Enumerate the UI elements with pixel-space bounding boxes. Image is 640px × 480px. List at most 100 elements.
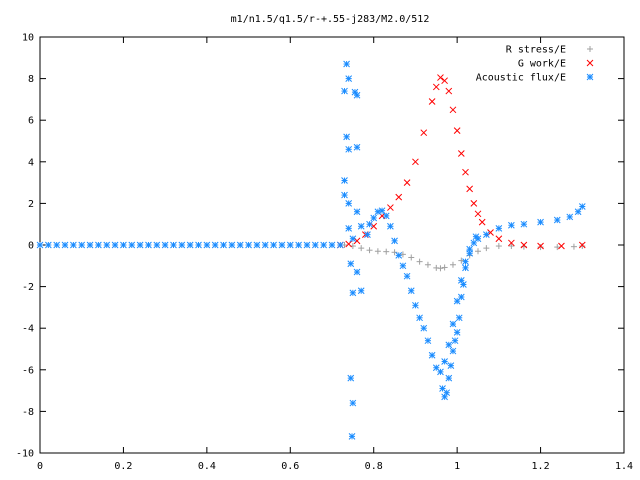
data-point	[128, 241, 136, 249]
y-tick-label: -8	[22, 407, 34, 418]
data-point	[345, 240, 353, 248]
data-point	[86, 241, 94, 249]
y-tick-label: -4	[22, 324, 34, 335]
data-point	[53, 241, 61, 249]
data-point	[420, 129, 428, 137]
data-point	[395, 252, 403, 259]
data-point	[161, 241, 169, 249]
data-point	[320, 241, 328, 249]
y-tick-label: -6	[22, 365, 34, 376]
data-point	[424, 337, 432, 345]
data-point	[383, 248, 390, 255]
data-point	[228, 241, 236, 249]
data-point	[336, 241, 344, 249]
data-point	[61, 241, 69, 249]
data-point	[483, 245, 490, 252]
data-point	[447, 362, 455, 369]
data-point	[341, 191, 348, 199]
data-point	[437, 368, 444, 376]
data-point	[286, 241, 294, 249]
data-point	[424, 261, 431, 268]
data-point	[457, 150, 465, 157]
data-point	[451, 337, 459, 345]
data-point	[537, 242, 544, 250]
data-point	[328, 241, 336, 249]
data-point	[374, 208, 382, 216]
data-point	[186, 241, 194, 249]
data-point	[403, 272, 411, 280]
y-tick-label: 8	[28, 74, 34, 85]
data-point	[391, 249, 398, 256]
data-point	[453, 297, 461, 305]
data-point	[387, 222, 394, 230]
data-point	[170, 241, 177, 249]
data-point	[178, 241, 186, 249]
data-point	[508, 221, 515, 229]
x-tick-label: 0.2	[114, 461, 132, 472]
data-point	[95, 241, 102, 249]
data-point	[399, 262, 407, 270]
data-point	[578, 203, 586, 210]
data-point	[370, 214, 378, 222]
data-point	[245, 241, 252, 249]
data-point	[236, 241, 244, 249]
data-point	[578, 241, 586, 249]
data-point	[345, 145, 353, 153]
data-point	[353, 91, 361, 99]
data-point	[449, 261, 456, 268]
data-point	[345, 75, 353, 82]
data-point	[103, 241, 111, 249]
data-point	[145, 241, 152, 249]
x-tick-label: 0.8	[365, 461, 383, 472]
data-point	[453, 329, 461, 336]
data-point	[520, 220, 528, 228]
data-point	[441, 77, 448, 85]
data-point	[416, 258, 423, 265]
data-point	[341, 87, 348, 95]
legend: R stress/E G work/E Acoustic flux/E	[476, 45, 594, 84]
data-point	[475, 248, 481, 255]
x-tick-label: 1	[454, 461, 460, 472]
data-point	[466, 249, 474, 257]
data-point	[343, 60, 350, 68]
data-point	[203, 241, 211, 249]
data-point	[441, 358, 448, 365]
data-point	[345, 225, 353, 232]
data-point	[428, 351, 436, 359]
data-point	[78, 241, 86, 249]
legend-label: Acoustic flux/E	[476, 73, 566, 84]
data-point	[570, 243, 577, 250]
data-point	[478, 218, 486, 226]
legend-label: G work/E	[518, 59, 566, 70]
data-point	[387, 204, 394, 211]
x-tick-label: 1.2	[532, 461, 550, 472]
x-tick-label: 1.4	[615, 461, 633, 472]
series-0	[341, 242, 586, 272]
data-point	[437, 74, 444, 81]
data-point	[449, 320, 457, 328]
series-3	[36, 241, 344, 249]
data-point	[508, 239, 515, 247]
data-point	[462, 264, 469, 272]
y-tick-label: 10	[22, 33, 34, 44]
data-point	[347, 260, 355, 268]
data-point	[520, 241, 528, 249]
data-point	[537, 218, 544, 226]
data-point	[445, 341, 453, 349]
data-point	[374, 248, 381, 255]
data-point	[353, 268, 361, 276]
data-point	[445, 374, 453, 382]
data-point	[553, 216, 561, 224]
legend-label: R stress/E	[506, 45, 566, 56]
data-point	[349, 399, 357, 407]
data-point	[462, 258, 469, 265]
data-point	[153, 241, 161, 249]
data-point	[412, 158, 419, 166]
data-point	[349, 235, 357, 243]
x-tick-label: 0.4	[198, 461, 216, 472]
data-point	[558, 242, 565, 250]
data-point	[378, 207, 386, 215]
data-point	[382, 212, 390, 220]
y-tick-label: 0	[28, 241, 34, 252]
